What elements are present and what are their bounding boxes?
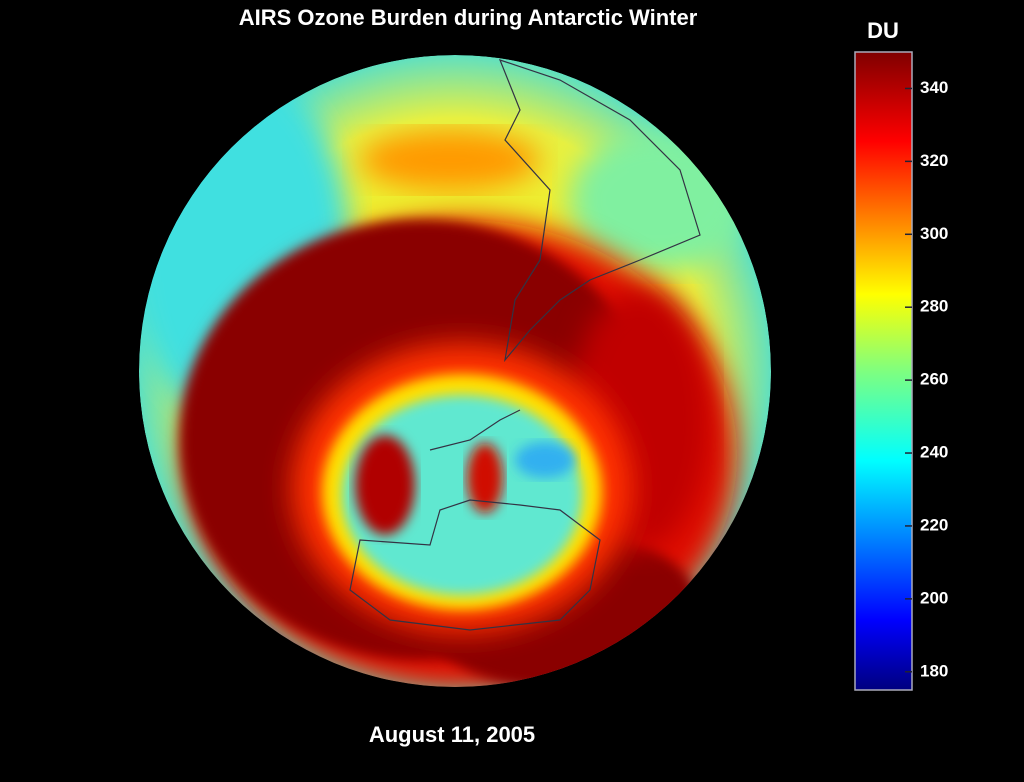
colorbar-tick-label: 240 — [920, 443, 948, 462]
colorbar — [854, 51, 913, 691]
colorbar-label: DU — [867, 18, 899, 43]
title: AIRS Ozone Burden during Antarctic Winte… — [239, 5, 698, 30]
colorbar-tick-label: 180 — [920, 661, 948, 680]
colorbar-tick-label: 220 — [920, 515, 948, 534]
colorbar-tick-label: 280 — [920, 297, 948, 316]
colorbar-tick-label: 200 — [920, 588, 948, 607]
colorbar-tick-label: 340 — [920, 78, 948, 97]
colorbar-tick-label: 300 — [920, 224, 948, 243]
date: August 11, 2005 — [369, 722, 535, 747]
colorbar-tick-label: 320 — [920, 151, 948, 170]
colorbar-tick-label: 260 — [920, 370, 948, 389]
globe — [139, 55, 771, 687]
